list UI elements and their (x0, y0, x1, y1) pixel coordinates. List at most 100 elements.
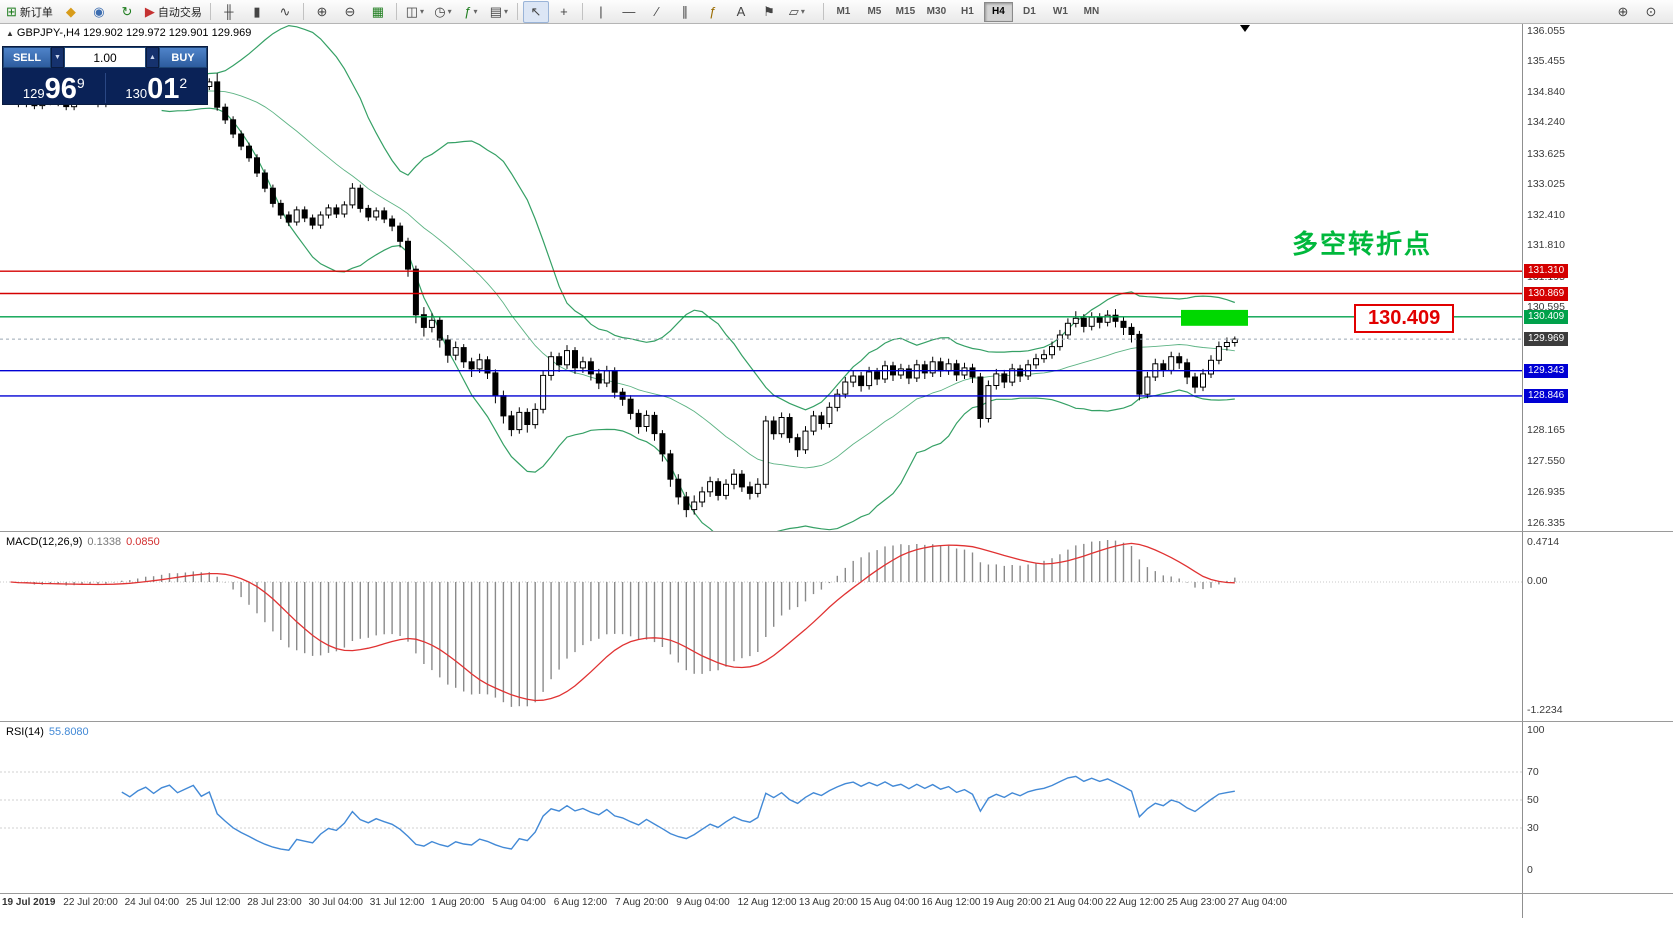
timeframe-m15-button[interactable]: M15 (895, 6, 916, 17)
text-icon[interactable]: A (728, 1, 754, 23)
candlestick-chart-icon[interactable]: ▮ (244, 1, 270, 23)
rsi-value: 55.8080 (48, 726, 89, 738)
timeframe-h4-button[interactable]: H4 (983, 1, 1013, 22)
panel-separator[interactable] (0, 531, 1673, 532)
time-axis[interactable]: 19 Jul 2019 22 Jul 20:00 24 Jul 04:00 25 Ju… (0, 894, 1522, 918)
time-axis-label: 24 Jul 04:00 (124, 897, 180, 908)
panel-separator (0, 893, 1673, 894)
arrange-charts-icon[interactable]: ◫ ▾ (402, 1, 428, 23)
timeframe-m5-button[interactable]: M5 (867, 6, 882, 17)
time-axis-label: 22 Jul 20:00 (63, 897, 118, 908)
indicators-icon[interactable]: ƒ ▾ (458, 1, 484, 23)
new-order-button: ⊞ (6, 4, 17, 19)
timeframe-m1-button[interactable]: M1 (836, 6, 851, 17)
macd-ax-label: 0.4714 (1527, 536, 1560, 548)
rsi-indicator-label: RSI(14) 55.8080 (6, 726, 89, 738)
panel-separator[interactable] (0, 721, 1673, 722)
price-callout-label[interactable]: 130.409 (1354, 304, 1455, 333)
trendline-icon[interactable]: ∕ (644, 1, 670, 23)
toolbar-right-icons: ⊕ ⊙ (1609, 1, 1665, 23)
volume-decrease-button[interactable]: ▼ (51, 47, 64, 68)
rsi-ax-label: 30 (1527, 822, 1539, 834)
chart-annotation-text[interactable]: 多空转折点 (1292, 229, 1433, 259)
buy-button[interactable]: BUY (159, 47, 207, 68)
sell-price-prefix: 129 (22, 86, 45, 101)
time-axis-label: 6 Aug 12:00 (553, 897, 608, 908)
line-chart-icon[interactable]: ∿ (272, 1, 298, 23)
tick-up-icon: ▲ (6, 29, 14, 38)
autotrading-button[interactable]: ▶ 自动交易 (142, 1, 205, 23)
price-axis[interactable]: 136.055 135.455 134.840 134.240 133.625 133.0… (1522, 24, 1673, 918)
time-axis-label: 25 Aug 23:00 (1166, 897, 1226, 908)
zoom-in-icon[interactable]: ⊕ (309, 1, 335, 23)
autotrading-button: ▶ (144, 4, 155, 19)
main-chart-canvas[interactable] (0, 24, 1522, 532)
symbol-quote-text: GBPJPY-,H4 129.902 129.972 129.901 129.9… (16, 27, 252, 39)
horizontal-line-icon[interactable]: — (616, 1, 642, 23)
price-axis-label: 133.025 (1527, 177, 1565, 190)
price-tag-130.409: 130.409 (1524, 309, 1569, 324)
buy-price-big: 01 (147, 73, 180, 106)
time-axis-label: 22 Aug 12:00 (1105, 897, 1165, 908)
rsi-ax-label: 50 (1527, 794, 1539, 806)
text-icon: A (736, 4, 746, 19)
search-symbol-icon[interactable]: ⊕ (1617, 4, 1629, 19)
highlight-rectangle[interactable] (1181, 309, 1248, 326)
time-axis-label: 5 Aug 04:00 (492, 897, 546, 908)
equidistant-channel-icon[interactable]: ∥ (672, 1, 698, 23)
zoom-out-icon[interactable]: ⊖ (337, 1, 363, 23)
timeframe-h1-button[interactable]: H1 (961, 6, 974, 17)
fibonacci-icon[interactable]: ƒ (700, 1, 726, 23)
time-axis-label: 27 Aug 04:00 (1228, 897, 1287, 908)
price-axis-label: 132.410 (1527, 209, 1565, 221)
accounts-icon[interactable]: ◉ (86, 1, 112, 23)
favorites-icon[interactable]: ◆ (58, 1, 84, 23)
refresh-icon[interactable]: ↻ (114, 1, 140, 23)
symbol-quote-header: ▲ GBPJPY-,H4 129.902 129.972 129.901 129.… (6, 27, 251, 39)
fibonacci-icon: ƒ (709, 4, 717, 19)
timeframe-d1-button[interactable]: D1 (1023, 6, 1036, 17)
sell-button[interactable]: SELL (3, 47, 51, 68)
time-axis-label: 15 Aug 04:00 (860, 897, 920, 908)
one-click-trading-panel: SELL ▼ ▲ BUY 129 96 9 130 01 2 (2, 46, 208, 105)
cursor-icon: ↖ (530, 4, 542, 19)
timeframe-mn-button[interactable]: MN (1083, 6, 1100, 17)
crosshair-icon[interactable]: + (551, 1, 577, 23)
text-label-icon[interactable]: ⚑ (756, 1, 782, 23)
rsi-canvas[interactable] (0, 722, 1522, 894)
volume-input[interactable] (64, 47, 146, 68)
shapes-icon[interactable]: ▱ ▾ (784, 1, 810, 23)
tile-windows-icon[interactable]: ▦ (365, 1, 391, 23)
bar-chart-icon[interactable]: ╫ (216, 1, 242, 23)
timeframe-toolbar: M1 M5 M15 M30 H1 H4 D1 W1 MN (819, 1, 1107, 22)
toolbar-groups: ⊞ 新订单 ◆ ◉ ↻ ▶ 自动交易 ╫ ▮ ∿ ⊕ ⊖ ▦ ◫ ▾ ◷ ▾ ƒ ▾ ▤ ▾ ↖ + | — ∕ ∥ ƒ A ⚑ ▱ ▾ (2, 0, 811, 23)
chart-shift-marker[interactable] (1240, 25, 1250, 32)
new-order-button-label: 新订单 (19, 6, 53, 19)
timeframe-w1-button[interactable]: W1 (1052, 6, 1068, 17)
vertical-line-icon[interactable]: | (588, 1, 614, 23)
time-axis-label: 9 Aug 04:00 (676, 897, 730, 908)
new-order-button[interactable]: ⊞ 新订单 (3, 1, 56, 23)
price-axis-label: 134.240 (1527, 116, 1565, 129)
sell-price-big: 96 (44, 73, 77, 106)
time-axis-label: 16 Aug 12:00 (921, 897, 981, 908)
trendline-icon: ∕ (655, 4, 658, 19)
rsi-line (121, 775, 1235, 851)
timeframe-m30-button[interactable]: M30 (926, 6, 947, 17)
period-icon[interactable]: ◷ ▾ (430, 1, 456, 23)
refresh-icon: ↻ (121, 4, 133, 19)
macd-value: 0.1338 (87, 536, 122, 548)
search-icon[interactable]: ⊙ (1645, 4, 1657, 19)
period-icon: ◷ (434, 4, 446, 19)
cursor-icon[interactable]: ↖ (522, 0, 549, 23)
macd-canvas[interactable] (0, 532, 1522, 722)
volume-increase-button[interactable]: ▲ (146, 47, 159, 68)
candle-wicks (10, 73, 1236, 518)
macd-signal-line (10, 542, 1235, 702)
macd-ax-label: 0.00 (1527, 575, 1548, 587)
price-tag-130.869: 130.869 (1524, 286, 1569, 301)
candlestick-chart-icon: ▮ (253, 4, 261, 19)
equidistant-channel-icon: ∥ (681, 4, 689, 19)
tile-windows-icon: ▦ (371, 4, 385, 19)
templates-icon[interactable]: ▤ ▾ (486, 1, 512, 23)
